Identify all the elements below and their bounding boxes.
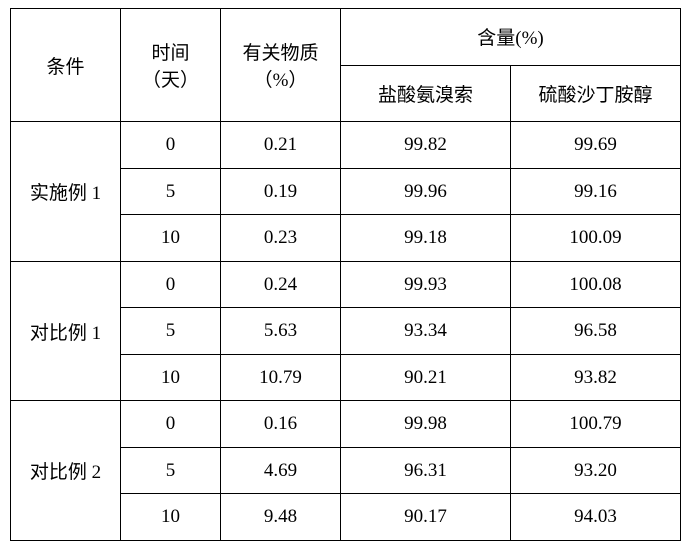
cell-related: 0.16	[221, 401, 341, 448]
cell-time: 0	[121, 122, 221, 169]
cell-b: 99.16	[511, 168, 681, 215]
cell-b: 100.79	[511, 401, 681, 448]
cell-a: 99.82	[341, 122, 511, 169]
cell-a: 90.21	[341, 354, 511, 401]
header-compound-a: 盐酸氨溴索	[341, 65, 511, 122]
cell-time: 10	[121, 494, 221, 541]
table-row: 对比例 1 0 0.24 99.93 100.08	[11, 261, 681, 308]
group-label: 对比例 2	[11, 401, 121, 541]
header-related-unit: （%）	[221, 65, 340, 92]
cell-a: 99.18	[341, 215, 511, 262]
group-label: 实施例 1	[11, 122, 121, 262]
cell-b: 96.58	[511, 308, 681, 355]
cell-related: 0.24	[221, 261, 341, 308]
table-container: 条件 时间 （天） 有关物质 （%） 含量(%) 盐酸氨溴索 硫酸沙丁胺醇 实施…	[0, 0, 691, 549]
cell-related: 4.69	[221, 447, 341, 494]
group-label: 对比例 1	[11, 261, 121, 401]
cell-related: 0.23	[221, 215, 341, 262]
header-condition: 条件	[11, 9, 121, 122]
cell-related: 10.79	[221, 354, 341, 401]
cell-b: 100.08	[511, 261, 681, 308]
table-row: 实施例 1 0 0.21 99.82 99.69	[11, 122, 681, 169]
cell-time: 0	[121, 261, 221, 308]
cell-related: 0.21	[221, 122, 341, 169]
cell-a: 90.17	[341, 494, 511, 541]
cell-b: 93.82	[511, 354, 681, 401]
header-time: 时间 （天）	[121, 9, 221, 122]
cell-b: 100.09	[511, 215, 681, 262]
cell-time: 5	[121, 168, 221, 215]
cell-related: 5.63	[221, 308, 341, 355]
header-row-1: 条件 时间 （天） 有关物质 （%） 含量(%)	[11, 9, 681, 66]
cell-b: 94.03	[511, 494, 681, 541]
table-row: 对比例 2 0 0.16 99.98 100.79	[11, 401, 681, 448]
cell-time: 5	[121, 308, 221, 355]
cell-a: 96.31	[341, 447, 511, 494]
cell-time: 0	[121, 401, 221, 448]
data-table: 条件 时间 （天） 有关物质 （%） 含量(%) 盐酸氨溴索 硫酸沙丁胺醇 实施…	[10, 8, 681, 541]
cell-a: 99.93	[341, 261, 511, 308]
header-compound-b: 硫酸沙丁胺醇	[511, 65, 681, 122]
cell-related: 0.19	[221, 168, 341, 215]
header-time-label: 时间	[121, 38, 220, 65]
cell-a: 93.34	[341, 308, 511, 355]
header-content-group: 含量(%)	[341, 9, 681, 66]
cell-a: 99.98	[341, 401, 511, 448]
cell-b: 93.20	[511, 447, 681, 494]
cell-time: 10	[121, 354, 221, 401]
header-related: 有关物质 （%）	[221, 9, 341, 122]
cell-a: 99.96	[341, 168, 511, 215]
cell-b: 99.69	[511, 122, 681, 169]
header-related-label: 有关物质	[221, 38, 340, 65]
cell-related: 9.48	[221, 494, 341, 541]
cell-time: 10	[121, 215, 221, 262]
cell-time: 5	[121, 447, 221, 494]
header-time-unit: （天）	[121, 65, 220, 92]
